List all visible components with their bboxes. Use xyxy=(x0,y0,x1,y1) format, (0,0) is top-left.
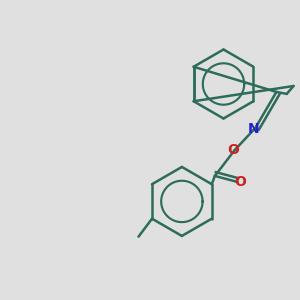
Text: O: O xyxy=(234,175,246,189)
Text: N: N xyxy=(248,122,260,136)
Text: O: O xyxy=(227,143,239,158)
